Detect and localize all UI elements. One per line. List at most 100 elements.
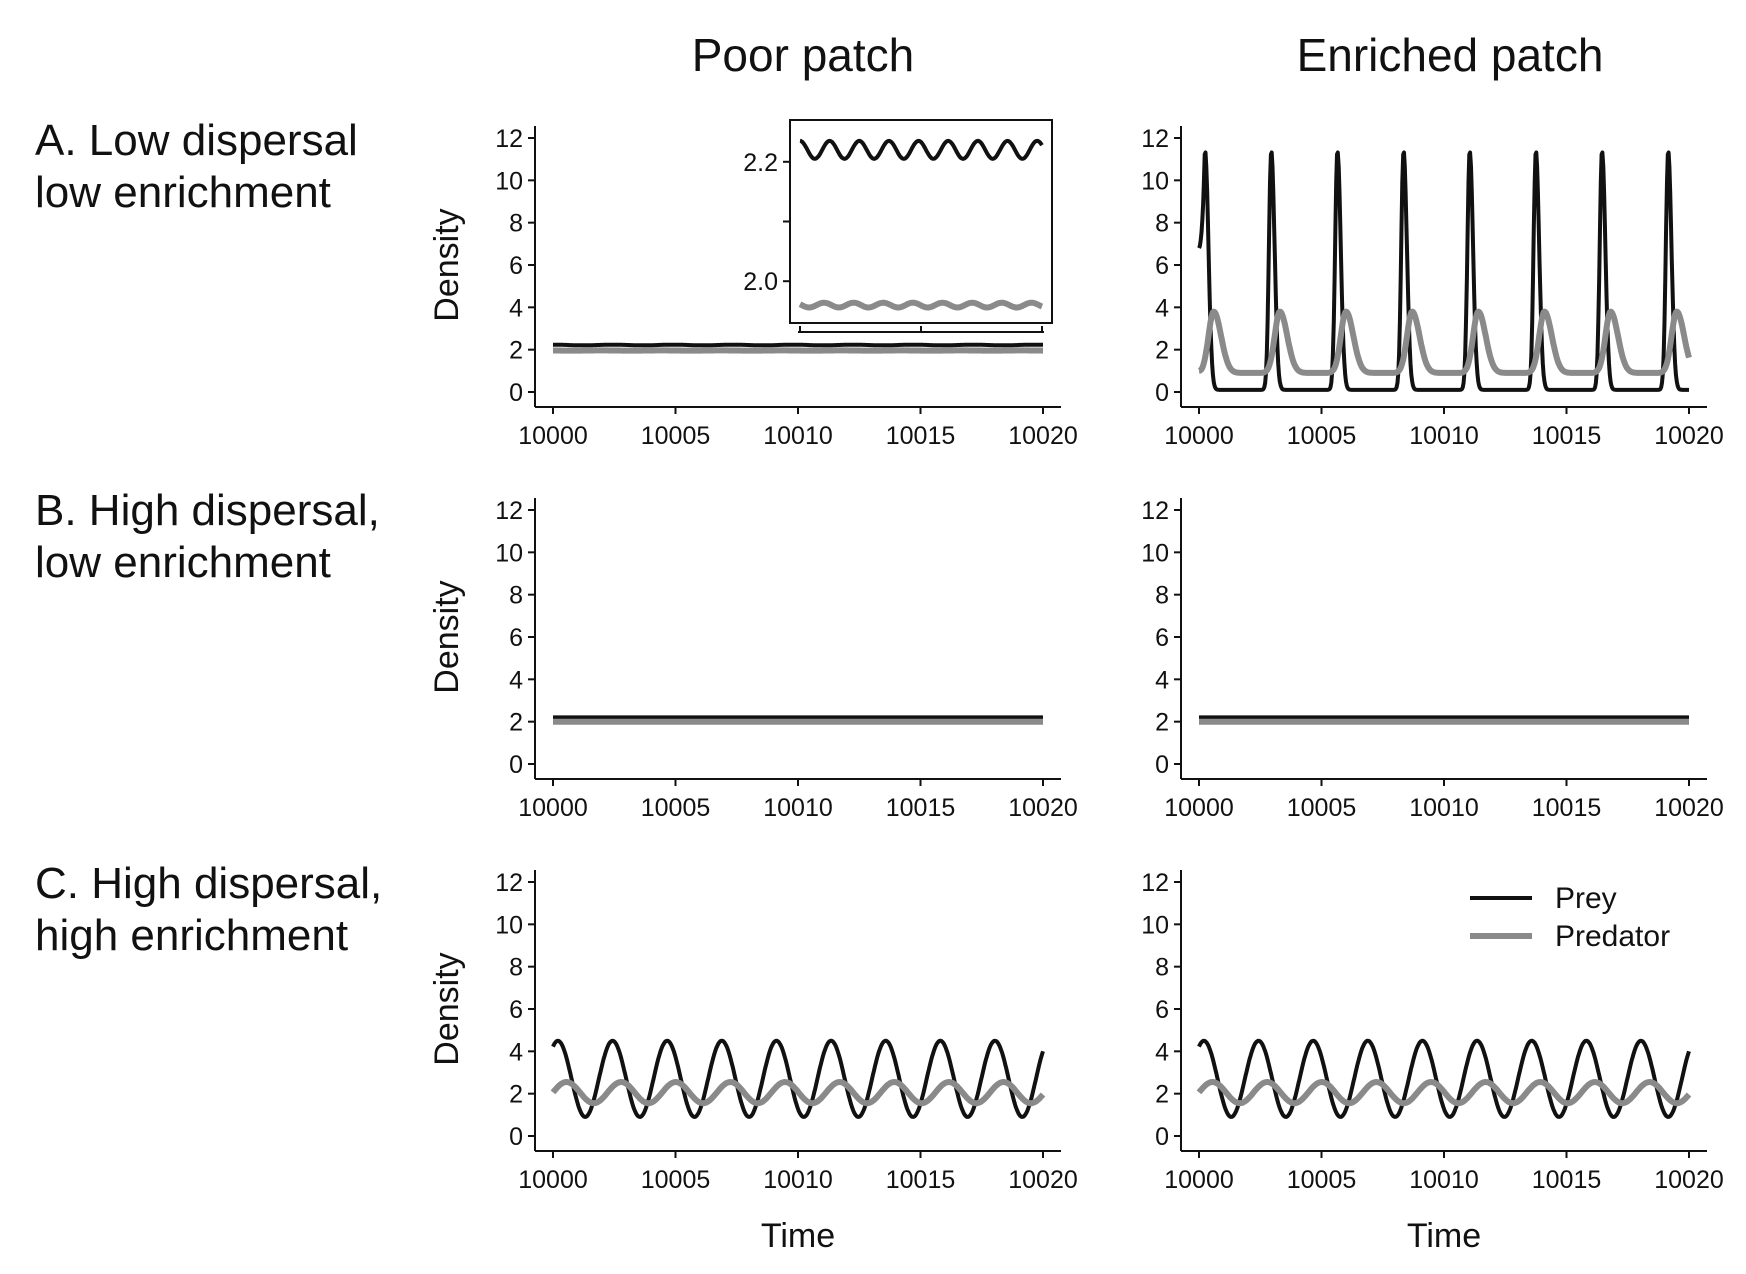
y-tick-label: 2	[509, 337, 523, 365]
y-tick-label: 2	[509, 1081, 523, 1109]
x-tick-label: 10010	[763, 422, 833, 450]
y-tick-label: 4	[1155, 666, 1169, 694]
row-label-c-line1: C. High dispersal,	[35, 859, 383, 908]
y-tick-label: 6	[509, 624, 523, 652]
y-tick-label: 6	[1155, 624, 1169, 652]
y-tick-label: 10	[1141, 539, 1169, 567]
y-tick-label: 10	[495, 539, 523, 567]
x-tick-label: 10010	[763, 1166, 833, 1194]
x-tick-label: 10005	[641, 1166, 711, 1194]
y-tick-label: 0	[509, 379, 523, 407]
inset-series-line-prey	[799, 138, 1044, 161]
panel-c-enriched: 0 2 4 6 8 10 12 10000 10005 10010 10015 10020 Time	[1141, 869, 1724, 1255]
series-line-prey	[551, 342, 1045, 348]
x-tick-label: 10015	[1532, 422, 1602, 450]
x-tick-label: 10000	[1164, 1166, 1234, 1194]
y-tick-label: 2	[1155, 337, 1169, 365]
x-tick-label: 10000	[518, 794, 588, 822]
x-tick-label: 10010	[763, 794, 833, 822]
y-tick-label: 2	[1155, 1081, 1169, 1109]
x-axis-title: Time	[761, 1217, 835, 1255]
y-tick-label: 2	[509, 709, 523, 737]
row-label-c: C. High dispersal, high enrichment	[35, 858, 382, 962]
y-axis-title: Density	[428, 580, 466, 693]
legend: Prey Predator	[1470, 882, 1670, 953]
x-tick-label: 10000	[1164, 794, 1234, 822]
legend-label-predator: Predator	[1555, 920, 1670, 953]
series-line-predator	[550, 1079, 1046, 1107]
x-tick-label: 10015	[886, 422, 956, 450]
row-label-b-line2: low enrichment	[35, 538, 331, 587]
y-tick-label: 0	[1155, 379, 1169, 407]
panel-a-poor: 0 2 4 6 8 10 12 10000 10005 10010 10015 10020 Densit…	[428, 119, 1078, 450]
panel-c-poor: 0 2 4 6 8 10 12 10000 10005 10010 10015 10020 Densit…	[428, 869, 1078, 1255]
x-tick-label: 10015	[886, 1166, 956, 1194]
series-line-predator	[1196, 308, 1692, 376]
y-tick-label: 10	[1141, 911, 1169, 939]
y-tick-label: 12	[495, 869, 523, 897]
y-tick-label: 8	[509, 210, 523, 238]
y-tick-label: 4	[1155, 294, 1169, 322]
x-tick-label: 10020	[1654, 422, 1724, 450]
y-tick-label: 4	[509, 666, 523, 694]
row-label-b-line1: B. High dispersal,	[35, 486, 380, 535]
y-tick-label: 12	[495, 125, 523, 153]
x-tick-label: 10010	[1409, 794, 1479, 822]
x-tick-label: 10005	[1287, 794, 1357, 822]
row-label-a-line2: low enrichment	[35, 168, 331, 217]
y-tick-label: 8	[509, 954, 523, 982]
x-tick-label: 10020	[1008, 422, 1078, 450]
x-tick-label: 10000	[518, 422, 588, 450]
y-tick-label: 12	[1141, 869, 1169, 897]
x-axis-title: Time	[1407, 1217, 1481, 1255]
row-label-c-line2: high enrichment	[35, 911, 349, 960]
x-tick-label: 10000	[518, 1166, 588, 1194]
x-tick-label: 10020	[1654, 1166, 1724, 1194]
x-tick-label: 10000	[1164, 422, 1234, 450]
y-axis-title: Density	[428, 208, 466, 321]
row-label-a: A. Low dispersal low enrichment	[35, 115, 358, 219]
y-tick-label: 4	[509, 294, 523, 322]
x-tick-label: 10020	[1008, 794, 1078, 822]
y-tick-label: 8	[509, 582, 523, 610]
x-tick-label: 10015	[1532, 794, 1602, 822]
y-tick-label: 6	[1155, 996, 1169, 1024]
y-tick-label: 10	[495, 911, 523, 939]
y-tick-label: 6	[509, 996, 523, 1024]
x-tick-label: 10010	[1409, 1166, 1479, 1194]
series-line-prey	[551, 1038, 1045, 1119]
y-axis-title: Density	[428, 952, 466, 1065]
y-tick-label: 4	[1155, 1038, 1169, 1066]
inset-zoom: 2.0 2.2	[743, 119, 1053, 333]
y-tick-label: 12	[1141, 125, 1169, 153]
panel-b-poor: 0 2 4 6 8 10 12 10000 10005 10010 10015 10020 Densit…	[428, 497, 1078, 822]
y-tick-label: 8	[1155, 210, 1169, 238]
y-tick-label: 0	[1155, 1123, 1169, 1151]
x-tick-label: 10020	[1654, 794, 1724, 822]
y-tick-label: 10	[495, 167, 523, 195]
panel-b-enriched: 0 2 4 6 8 10 12 10000 10005 10010 10015 10020	[1141, 497, 1724, 822]
series-line-prey	[1197, 1038, 1691, 1119]
series-line-predator	[1196, 1079, 1692, 1107]
x-tick-label: 10010	[1409, 422, 1479, 450]
y-tick-label: 4	[509, 1038, 523, 1066]
y-tick-label: 10	[1141, 167, 1169, 195]
x-tick-label: 10015	[1532, 1166, 1602, 1194]
legend-label-prey: Prey	[1555, 882, 1617, 915]
y-tick-label: 6	[509, 252, 523, 280]
row-label-a-line1: A. Low dispersal	[35, 116, 358, 165]
x-tick-label: 10020	[1008, 1166, 1078, 1194]
x-tick-label: 10005	[641, 794, 711, 822]
inset-y-tick-label: 2.0	[743, 268, 778, 296]
inset-series-line-predator	[798, 299, 1044, 311]
y-tick-label: 6	[1155, 252, 1169, 280]
y-tick-label: 0	[509, 751, 523, 779]
x-tick-label: 10005	[1287, 422, 1357, 450]
row-label-b: B. High dispersal, low enrichment	[35, 485, 380, 589]
y-tick-label: 2	[1155, 709, 1169, 737]
y-tick-label: 8	[1155, 954, 1169, 982]
column-title-poor-patch: Poor patch	[691, 29, 915, 81]
y-tick-label: 0	[1155, 751, 1169, 779]
y-tick-label: 8	[1155, 582, 1169, 610]
